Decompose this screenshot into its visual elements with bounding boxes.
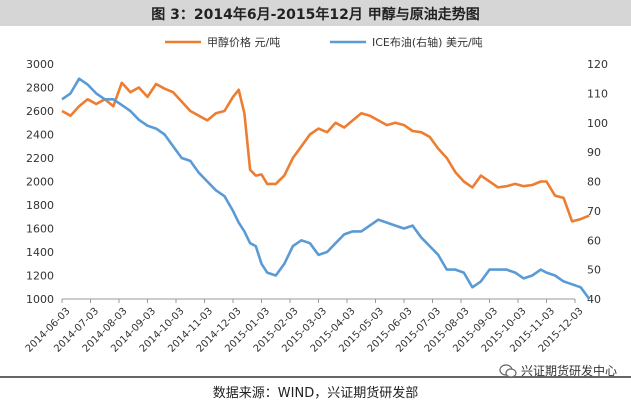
- legend-label: 甲醇价格 元/吨: [207, 35, 280, 49]
- y-left-tick-label: 2400: [26, 129, 54, 142]
- title-bar: [0, 0, 631, 26]
- line-chart: 甲醇价格 元/吨 ICE布油(右轴) 美元/吨 10001200140016001…: [24, 35, 608, 355]
- watermark: 兴证期货研发中心: [499, 362, 617, 379]
- y-right-tick-label: 40: [587, 293, 601, 306]
- source-divider: [0, 376, 631, 378]
- data-source: 数据来源：WIND，兴证期货研发部: [212, 386, 419, 401]
- y-right-tick-label: 70: [587, 205, 601, 218]
- y-right-tick-label: 60: [587, 234, 601, 247]
- chart-axes: 1000 1200 1400 1600 1800 2000 2200 2400 2600 2800…: [24, 58, 608, 355]
- y-right-tick-label: 90: [587, 146, 601, 159]
- y-left-tick-label: 2200: [26, 152, 54, 165]
- y-left-tick-label: 1000: [26, 293, 54, 306]
- y-right-tick-label: 50: [587, 264, 601, 277]
- watermark-text: 兴证期货研发中心: [520, 364, 617, 378]
- series-line-crude-oil: [61, 77, 591, 300]
- y-right-tick-label: 110: [587, 87, 608, 100]
- y-left-tick-label: 1400: [26, 246, 54, 259]
- wechat-icon: [499, 363, 517, 378]
- y-right-tick-label: 120: [587, 58, 608, 71]
- y-right-tick-label: 80: [587, 176, 601, 189]
- chart-legend: 甲醇价格 元/吨 ICE布油(右轴) 美元/吨: [165, 35, 483, 49]
- y-left-tick-label: 1600: [26, 223, 54, 236]
- series-line-methanol: [61, 81, 590, 223]
- y-left-tick-label: 3000: [26, 58, 54, 71]
- y-right-tick-label: 100: [587, 117, 608, 130]
- chart-title: 图 3：2014年6月-2015年12月 甲醇与原油走势图: [151, 7, 480, 23]
- y-left-tick-label: 1200: [26, 270, 54, 283]
- legend-label: ICE布油(右轴) 美元/吨: [372, 35, 483, 49]
- chart-series: [61, 77, 591, 300]
- y-left-tick-label: 1800: [26, 199, 54, 212]
- y-left-tick-label: 2000: [26, 176, 54, 189]
- y-left-tick-label: 2600: [26, 105, 54, 118]
- y-left-tick-label: 2800: [26, 82, 54, 95]
